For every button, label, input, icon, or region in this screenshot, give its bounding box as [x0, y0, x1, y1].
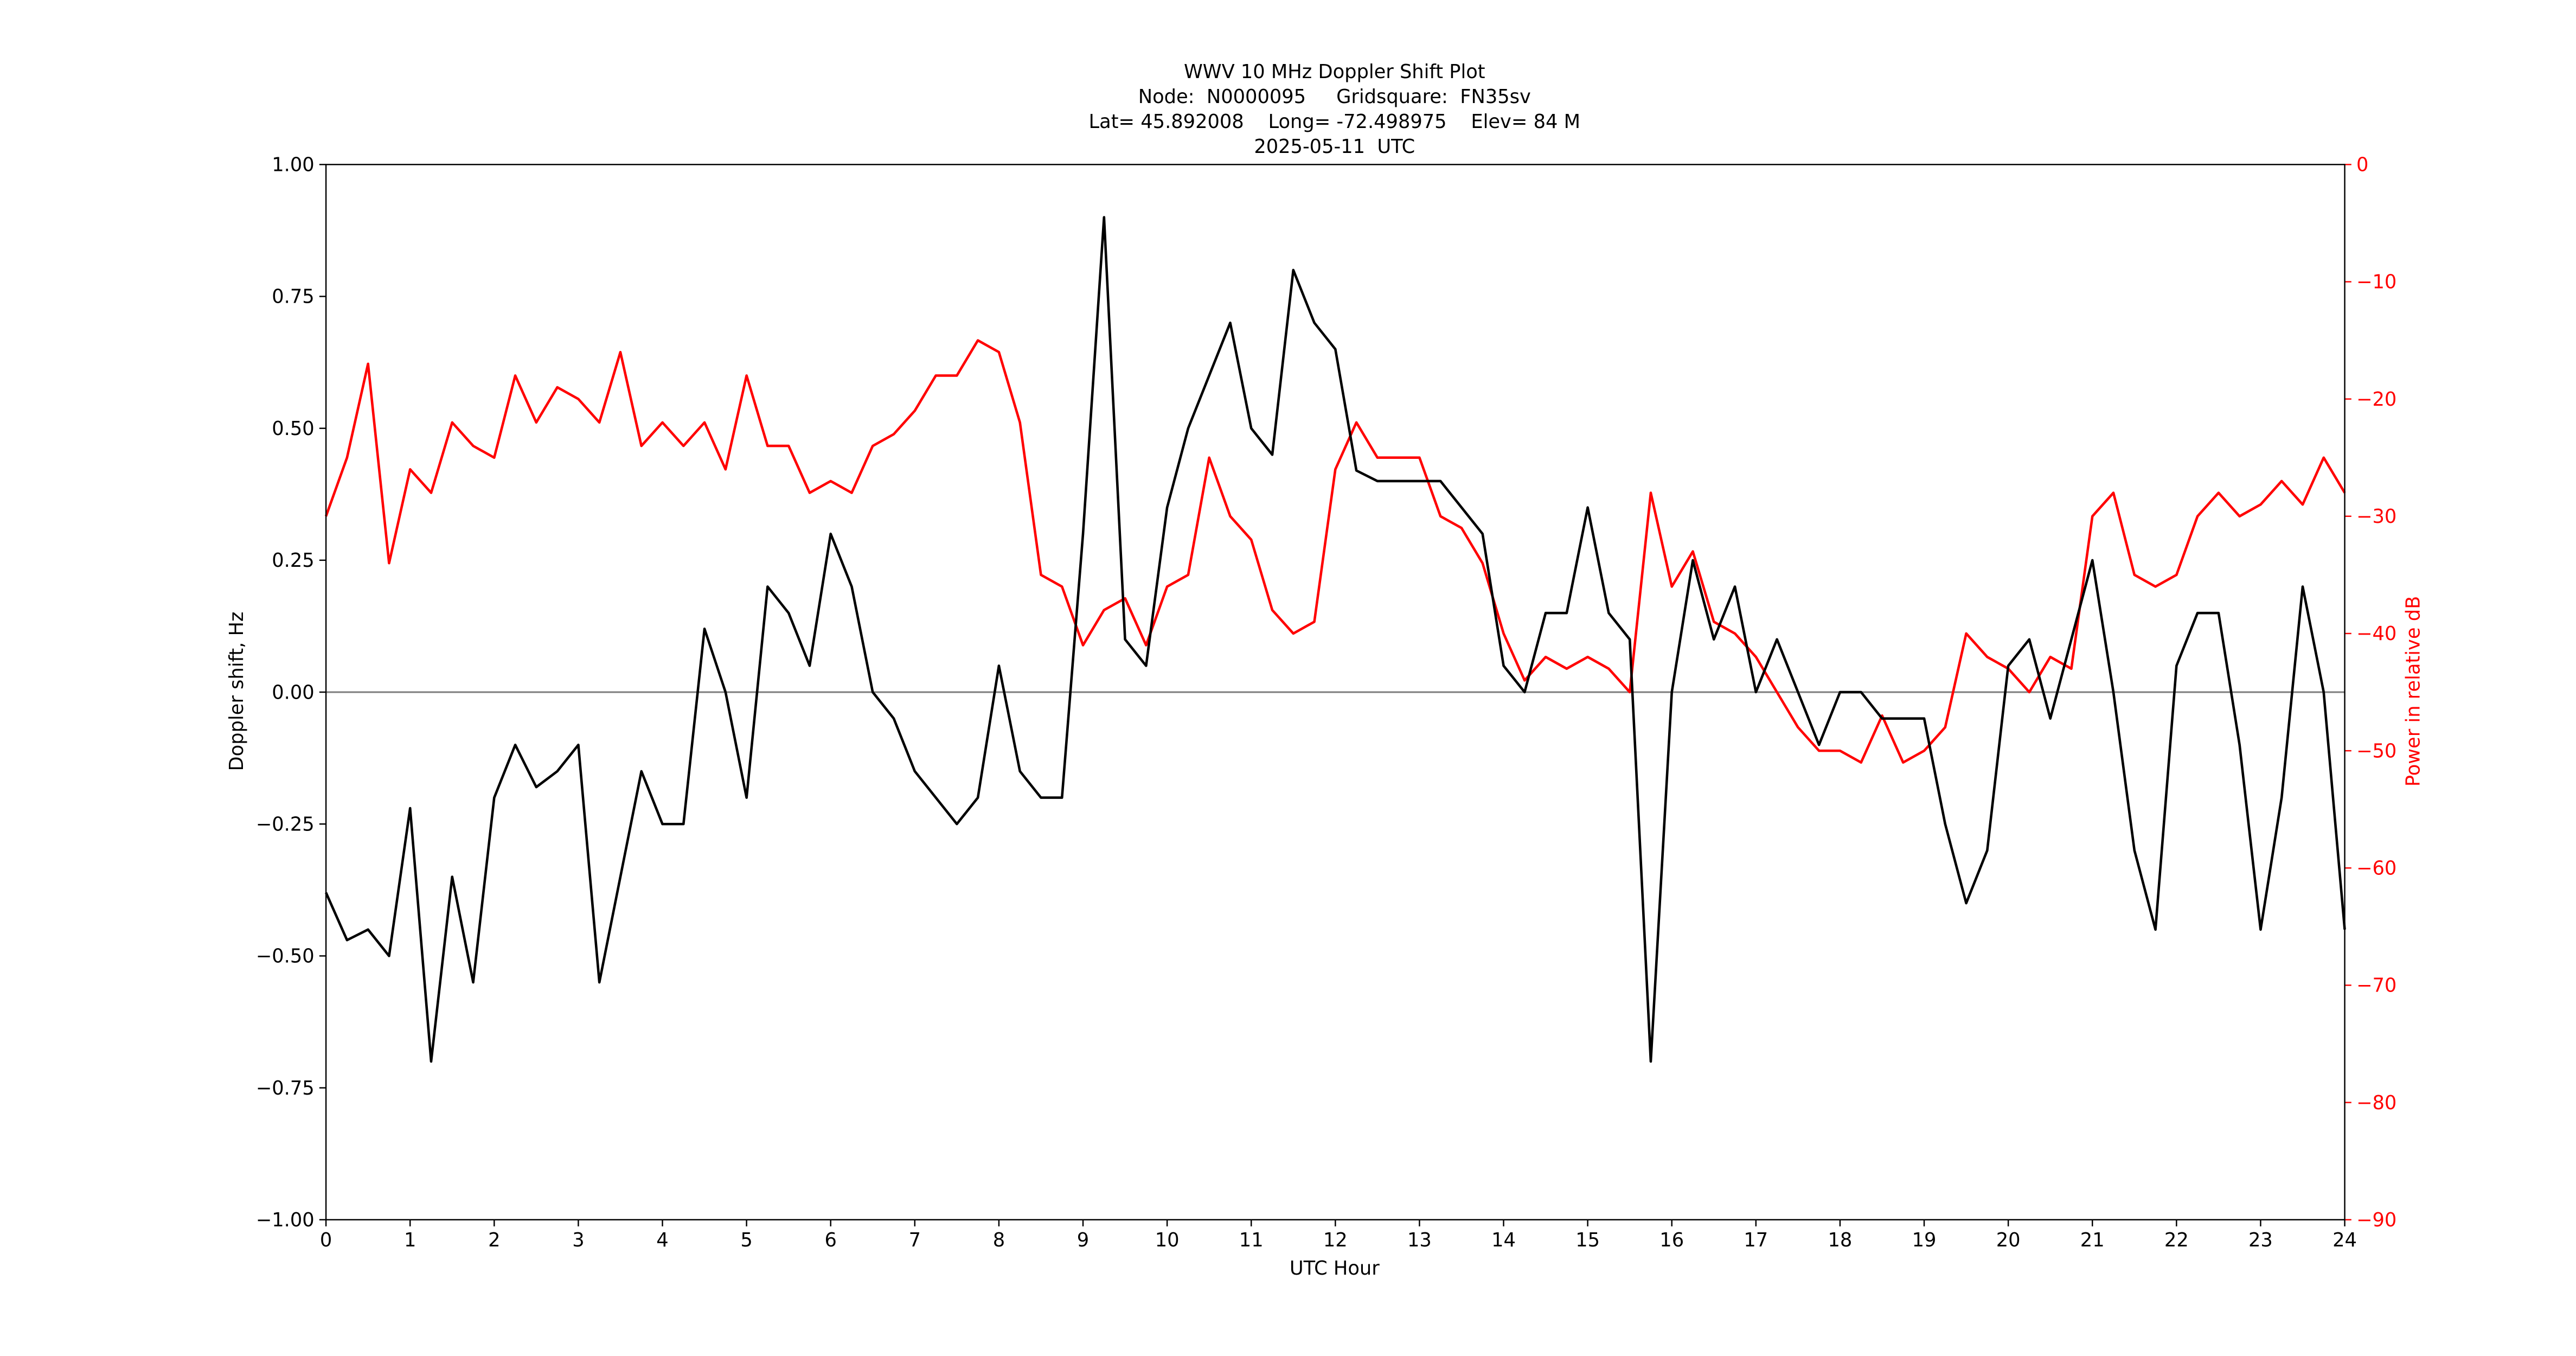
- x-tick-label: 21: [2080, 1229, 2105, 1251]
- plot-frame: [325, 164, 2346, 1220]
- x-tick-label: 24: [2333, 1229, 2357, 1251]
- y-tick-label: 0.50: [272, 418, 314, 440]
- x-tick-label: 7: [909, 1229, 921, 1251]
- x-tick-label: 4: [656, 1229, 668, 1251]
- y2-tick-label: −40: [2356, 623, 2396, 645]
- x-tick-label: 23: [2248, 1229, 2273, 1251]
- x-tick-label: 13: [1407, 1229, 1432, 1251]
- y2-tick-label: −60: [2356, 858, 2396, 880]
- y-tick-label: −0.50: [256, 945, 315, 968]
- y-tick-label: 0.25: [272, 549, 314, 572]
- series-line: [324, 339, 2346, 764]
- x-tick-label: 14: [1491, 1229, 1516, 1251]
- y-tick-label: −0.75: [256, 1077, 315, 1099]
- y2-axis-label: Power in relative dB: [2402, 596, 2424, 787]
- y2-tick-label: −10: [2356, 271, 2396, 293]
- x-tick-label: 12: [1323, 1229, 1348, 1251]
- x-tick-label: 3: [572, 1229, 584, 1251]
- y2-tick-label: −80: [2356, 1092, 2396, 1114]
- x-tick-label: 18: [1828, 1229, 1853, 1251]
- y2-tick-label: −90: [2356, 1209, 2396, 1231]
- x-tick-label: 19: [1912, 1229, 1937, 1251]
- x-axis-label: UTC Hour: [1290, 1257, 1380, 1280]
- y-tick-label: 0.75: [272, 286, 314, 308]
- x-tick-label: 22: [2164, 1229, 2189, 1251]
- chart-subtitle: Lat= 45.892008 Long= -72.498975 Elev= 84…: [1089, 111, 1580, 133]
- y2-tick-label: −20: [2356, 388, 2396, 411]
- x-tick-label: 11: [1239, 1229, 1264, 1251]
- x-tick-label: 8: [993, 1229, 1005, 1251]
- y2-tick-label: −70: [2356, 975, 2396, 997]
- y-tick-label: −0.25: [256, 813, 315, 835]
- chart-subtitle: Node: N0000095 Gridsquare: FN35sv: [1138, 86, 1531, 108]
- x-tick-label: 1: [404, 1229, 416, 1251]
- x-tick-label: 16: [1659, 1229, 1684, 1251]
- x-tick-label: 17: [1744, 1229, 1768, 1251]
- y-axis-label: Doppler shift, Hz: [226, 612, 248, 771]
- y-tick-label: 0.00: [272, 681, 314, 703]
- series-line: [325, 216, 2346, 1063]
- x-tick-label: 5: [740, 1229, 752, 1251]
- y2-tick-label: 0: [2356, 154, 2368, 176]
- chart-subtitle: 2025-05-11 UTC: [1254, 136, 1415, 158]
- x-tick-label: 20: [1996, 1229, 2021, 1251]
- x-tick-label: 15: [1575, 1229, 1600, 1251]
- x-tick-label: 0: [320, 1229, 332, 1251]
- y2-tick-label: −50: [2356, 740, 2396, 762]
- x-tick-label: 10: [1155, 1229, 1180, 1251]
- chart-title: WWV 10 MHz Doppler Shift Plot: [1184, 61, 1485, 83]
- y-tick-label: −1.00: [256, 1209, 315, 1231]
- x-tick-label: 2: [488, 1229, 500, 1251]
- x-tick-label: 6: [824, 1229, 836, 1251]
- x-tick-label: 9: [1077, 1229, 1089, 1251]
- y-tick-label: 1.00: [272, 154, 314, 176]
- y2-tick-label: −30: [2356, 506, 2396, 528]
